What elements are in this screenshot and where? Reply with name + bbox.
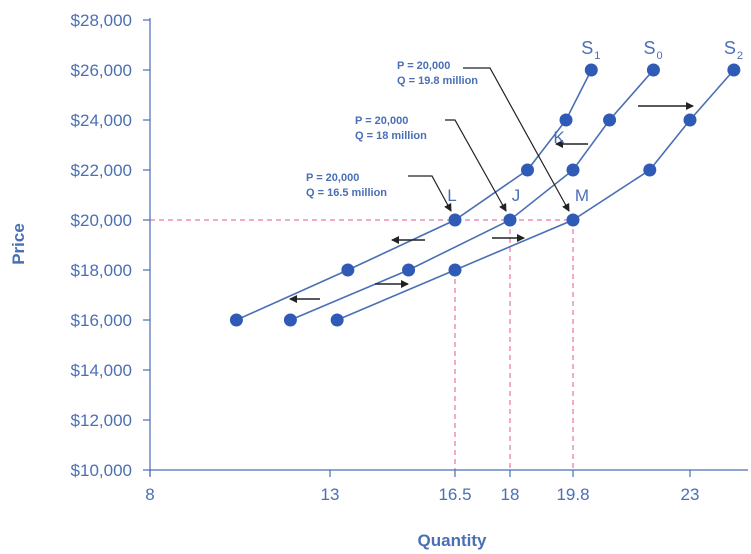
point-label-L: L — [447, 186, 456, 205]
x-tick-label: 19.8 — [556, 485, 589, 504]
data-point — [603, 113, 617, 127]
data-point — [566, 213, 580, 227]
x-tick-label: 8 — [145, 485, 154, 504]
y-tick-label: $28,000 — [71, 11, 132, 30]
series-layer — [229, 63, 741, 327]
y-tick-label: $12,000 — [71, 411, 132, 430]
series-label-sub: 0 — [656, 50, 662, 62]
y-tick-label: $22,000 — [71, 161, 132, 180]
data-point — [584, 63, 598, 77]
series-label-S2: S — [724, 38, 736, 58]
labels: S 1 S 0 S 2L J MK — [447, 38, 743, 205]
callout-price: P = 20,000 — [397, 60, 450, 72]
callouts: P = 20,000 Q = 16.5 million P = 20,000 Q = … — [306, 60, 570, 212]
callout-pointer — [408, 175, 452, 212]
supply-line-S2 — [336, 69, 735, 321]
y-tick-label: $10,000 — [71, 461, 132, 480]
point-label-J: J — [512, 186, 521, 205]
x-axis: 8 13 16.5 18 19.8 23 — [145, 469, 748, 504]
y-tick-label: $20,000 — [71, 211, 132, 230]
series-label-sub: 1 — [594, 50, 600, 62]
callout-quantity: Q = 19.8 million — [397, 75, 478, 87]
supply-line-S0 — [290, 69, 655, 321]
callout-quantity: Q = 18 million — [355, 130, 427, 142]
shift-arrows — [289, 102, 694, 303]
data-point — [646, 63, 660, 77]
data-point — [503, 213, 517, 227]
x-tick-label: 18 — [501, 485, 520, 504]
x-tick-label: 23 — [681, 485, 700, 504]
gridlines-reference — [150, 219, 574, 470]
y-tick-label: $14,000 — [71, 361, 132, 380]
point-label-M: M — [575, 186, 589, 205]
data-point — [521, 163, 534, 177]
data-point — [283, 313, 297, 327]
x-tick-label: 13 — [321, 485, 340, 504]
data-point — [566, 163, 580, 177]
data-point — [341, 263, 355, 277]
data-point — [229, 313, 243, 327]
series-label-S0: S — [643, 38, 655, 58]
y-tick-label: $24,000 — [71, 111, 132, 130]
data-point — [330, 313, 344, 327]
callout-price: P = 20,000 — [306, 172, 359, 184]
y-axis: $10,000 $12,000 $14,000 $16,000 $18,000 $20,0… — [71, 11, 151, 480]
series-label-sub: 2 — [737, 50, 743, 62]
data-point — [559, 113, 573, 127]
point-label-K: K — [553, 128, 565, 147]
y-axis-title: Price — [9, 223, 28, 265]
data-point — [683, 113, 697, 127]
supply-line-S1 — [236, 69, 592, 321]
data-point — [643, 163, 657, 177]
data-point — [727, 63, 741, 77]
callout-pointer — [445, 119, 507, 212]
y-tick-label: $16,000 — [71, 311, 132, 330]
callout-pointer — [463, 67, 570, 212]
y-tick-label: $26,000 — [71, 61, 132, 80]
callout-quantity: Q = 16.5 million — [306, 187, 387, 199]
data-point — [402, 263, 416, 277]
x-axis-title: Quantity — [418, 531, 487, 550]
data-point — [448, 213, 462, 227]
y-tick-label: $18,000 — [71, 261, 132, 280]
data-point — [448, 263, 462, 277]
callout-price: P = 20,000 — [355, 115, 408, 127]
x-tick-label: 16.5 — [438, 485, 471, 504]
series-label-S1: S — [581, 38, 593, 58]
